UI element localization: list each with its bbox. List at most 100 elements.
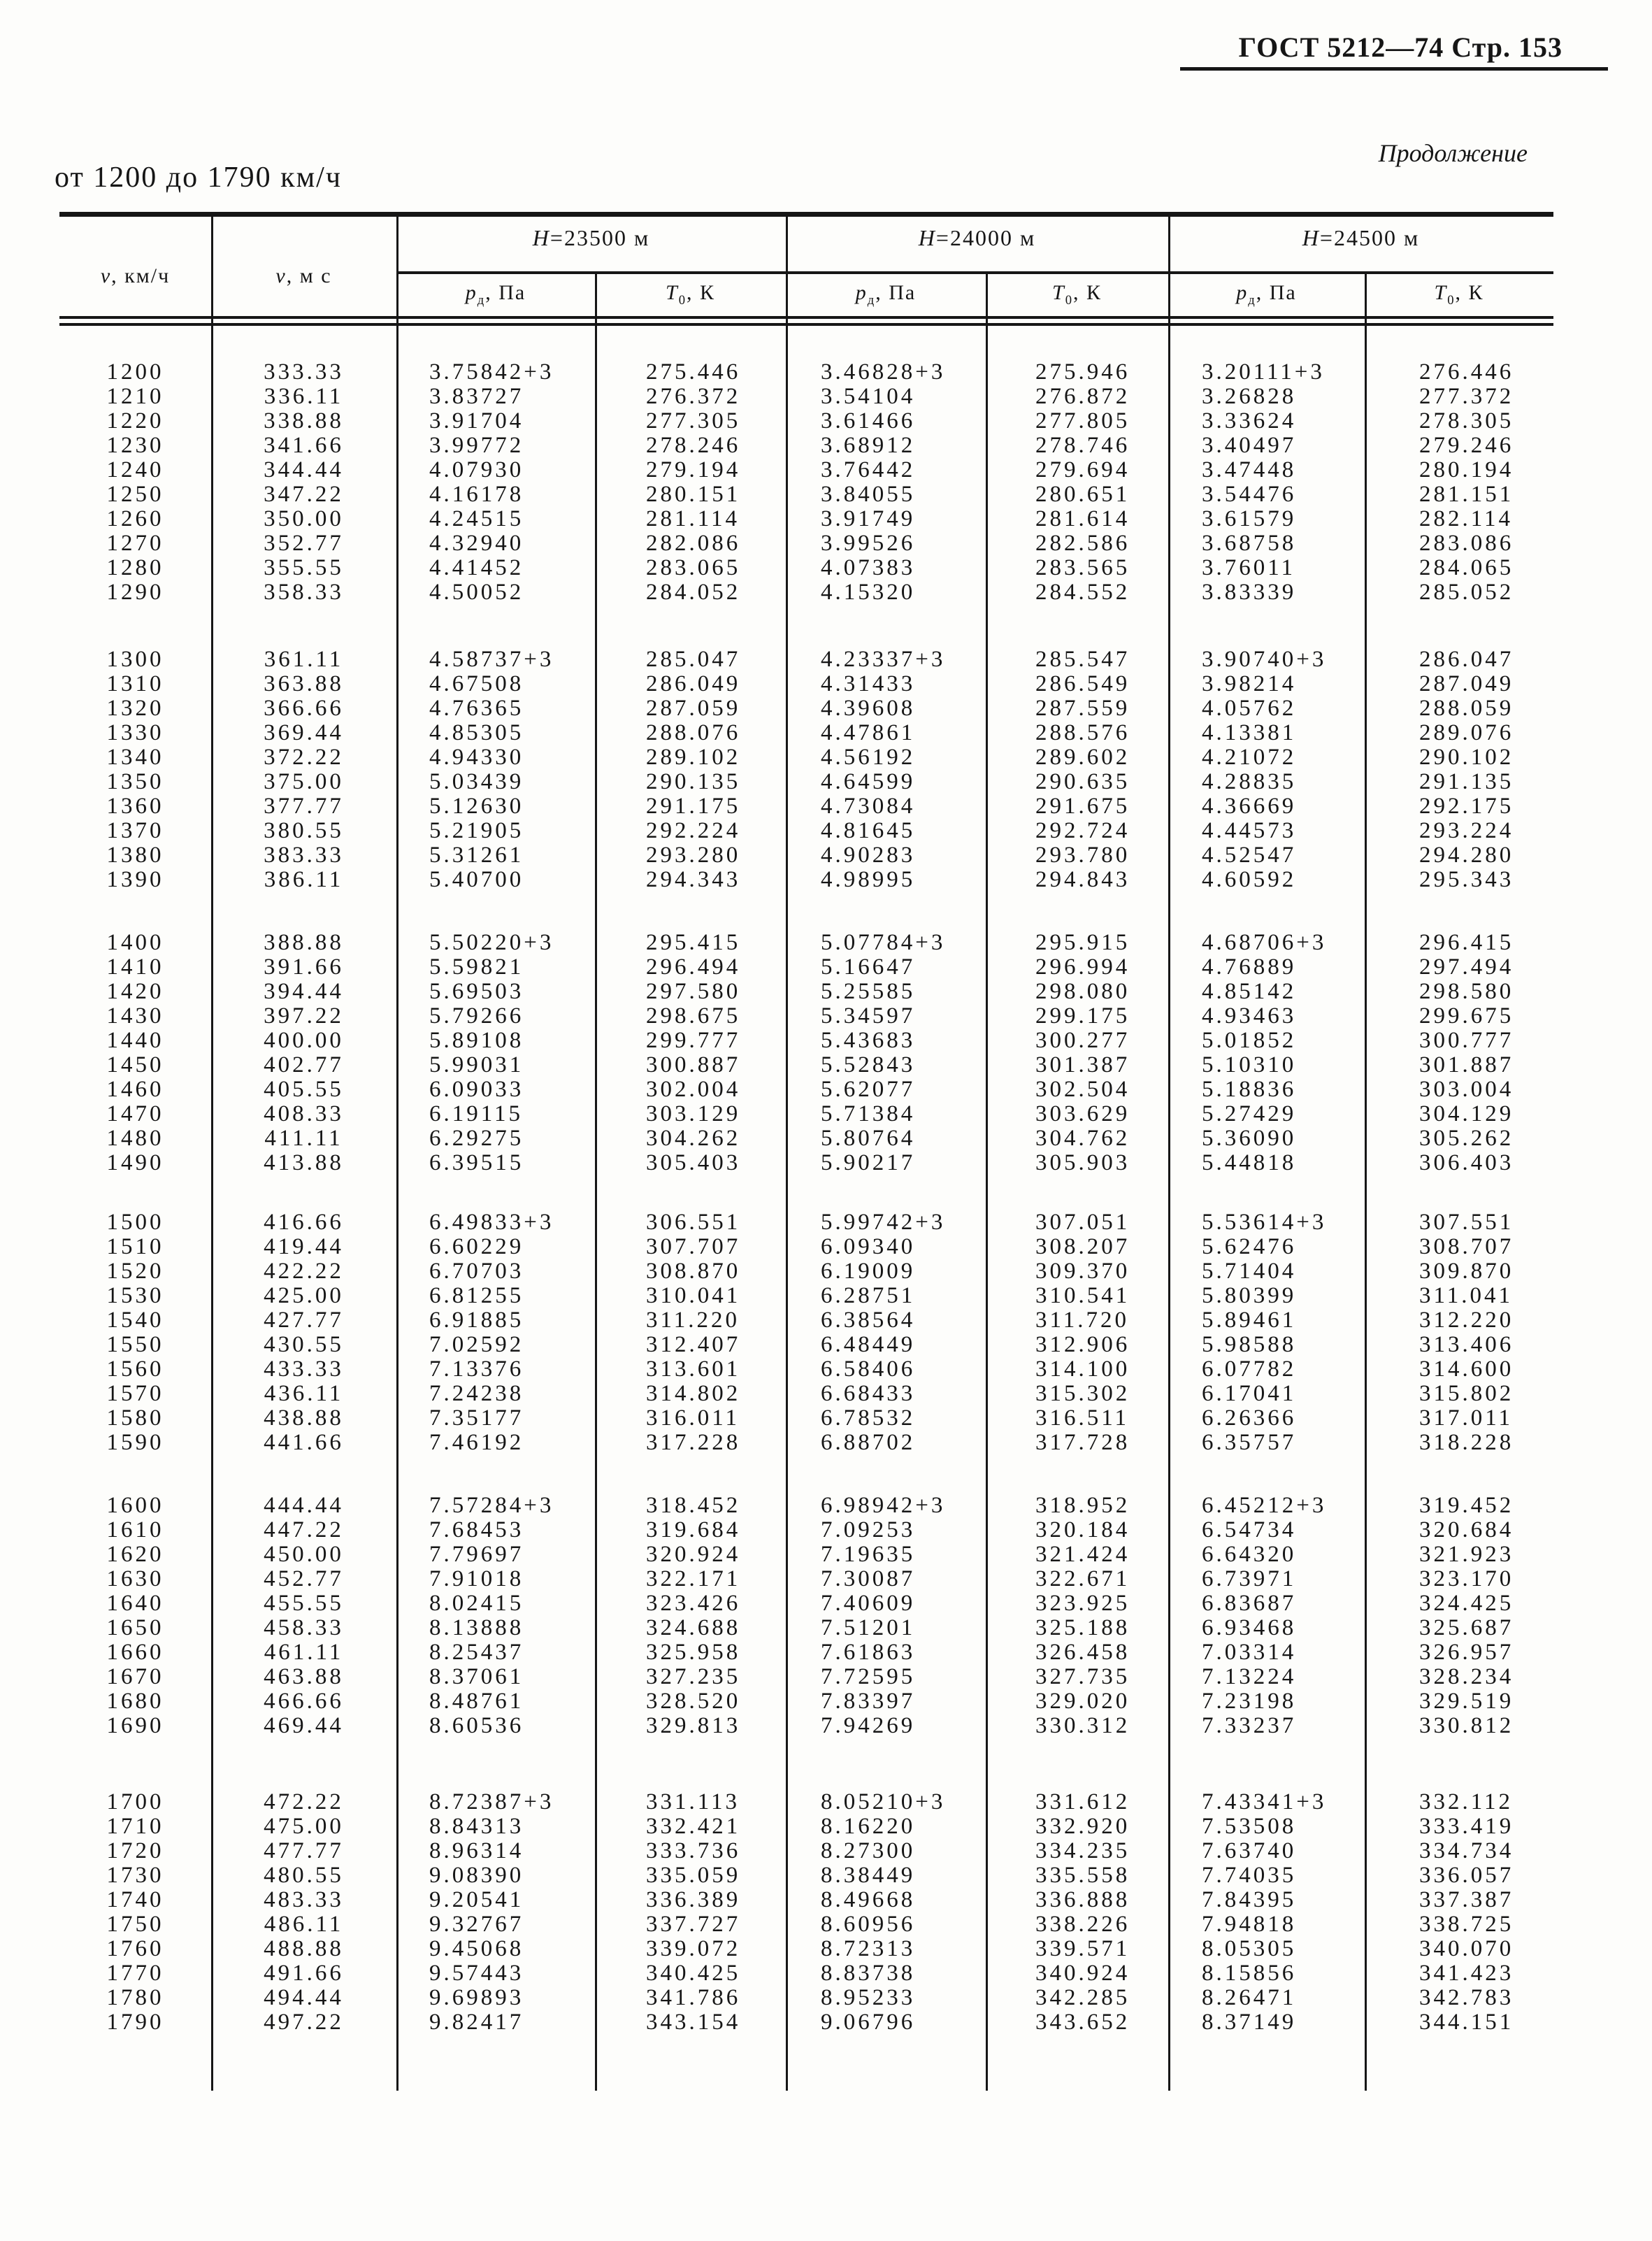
table-cell: 334.734 — [1419, 1838, 1514, 1863]
table-cell: 1390 — [106, 867, 164, 892]
table-cell: 328.234 — [1419, 1664, 1514, 1689]
table-cell: 394.44 — [264, 979, 344, 1004]
table-cell: 4.94330 — [429, 745, 524, 770]
table-cell: 285.052 — [1419, 580, 1514, 605]
table-cell: 3.83339 — [1202, 580, 1297, 605]
table-cell: 1420 — [106, 979, 164, 1004]
table-cell: 1320 — [106, 696, 164, 721]
table-cell: 307.551 — [1419, 1210, 1514, 1235]
table-cell: 290.135 — [646, 769, 741, 794]
column-divider — [1168, 217, 1170, 2091]
table-row: 1320 366.66 4.76365 287.059 4.39608 287.559 4.… — [0, 696, 1652, 721]
table-cell: 411.11 — [264, 1126, 343, 1151]
table-cell: 1530 — [106, 1283, 164, 1308]
table-cell: 295.415 — [646, 930, 741, 955]
table-cell: 293.280 — [646, 843, 741, 868]
table-cell: 1460 — [106, 1077, 164, 1102]
table-cell: 1780 — [106, 1985, 164, 2010]
table-cell: 289.076 — [1419, 720, 1514, 745]
table-cell: 286.047 — [1419, 647, 1514, 672]
table-cell: 4.44573 — [1202, 818, 1297, 843]
table-row: 1570 436.11 7.24238 314.802 6.68433 315.302 6.… — [0, 1382, 1652, 1406]
table-cell: 8.16220 — [821, 1814, 916, 1839]
table-cell: 336.389 — [646, 1887, 741, 1912]
table-cell: 342.285 — [1035, 1985, 1130, 2010]
table-row: 1460 405.55 6.09033 302.004 5.62077 302.504 5.… — [0, 1077, 1652, 1102]
table-cell: 318.952 — [1035, 1493, 1130, 1518]
table-row: 1410 391.66 5.59821 296.494 5.16647 296.994 4.… — [0, 955, 1652, 980]
table-cell: 298.080 — [1035, 979, 1130, 1004]
table-cell: 5.53614+3 — [1202, 1210, 1327, 1235]
table-cell: 1790 — [106, 2010, 164, 2035]
table-cell: 6.70703 — [429, 1259, 524, 1284]
table-cell: 340.070 — [1419, 1936, 1514, 1961]
table-cell: 1580 — [106, 1405, 164, 1431]
table-cell: 311.720 — [1035, 1308, 1130, 1333]
table-cell: 312.906 — [1035, 1332, 1130, 1357]
table-cell: 7.19635 — [821, 1542, 916, 1567]
table-row: 1600 444.44 7.57284+3 318.452 6.98942+3 318.9… — [0, 1494, 1652, 1518]
table-cell: 9.06796 — [821, 2010, 916, 2035]
table-cell: 1430 — [106, 1003, 164, 1029]
table-cell: 283.565 — [1035, 555, 1130, 580]
table-cell: 299.175 — [1035, 1003, 1130, 1029]
table-cell: 288.076 — [646, 720, 741, 745]
table-cell: 6.93468 — [1202, 1615, 1297, 1640]
table-cell: 335.059 — [646, 1863, 741, 1888]
table-cell: 332.112 — [1419, 1789, 1514, 1814]
table-cell: 1550 — [106, 1332, 164, 1357]
table-cell: 4.76365 — [429, 696, 524, 721]
table-cell: 317.228 — [646, 1430, 741, 1455]
table-cell: 408.33 — [264, 1101, 344, 1126]
table-cell: 7.51201 — [821, 1615, 916, 1640]
table-cell: 347.22 — [264, 482, 344, 507]
table-cell: 281.151 — [1419, 482, 1514, 507]
table-cell: 386.11 — [264, 867, 344, 892]
table-cell: 430.55 — [264, 1332, 344, 1357]
table-cell: 369.44 — [264, 720, 344, 745]
table-cell: 5.44818 — [1202, 1150, 1297, 1175]
table-cell: 291.135 — [1419, 769, 1514, 794]
table-row: 1480 411.11 6.29275 304.262 5.80764 304.762 5.… — [0, 1126, 1652, 1151]
table-cell: 3.26828 — [1202, 384, 1297, 409]
table-cell: 1560 — [106, 1356, 164, 1382]
table-cell: 275.946 — [1035, 359, 1130, 385]
table-cell: 6.68433 — [821, 1381, 916, 1406]
table-cell: 483.33 — [264, 1887, 344, 1912]
table-cell: 276.372 — [646, 384, 741, 409]
table-cell: 491.66 — [264, 1961, 344, 1986]
table-cell: 318.452 — [646, 1493, 741, 1518]
table-cell: 425.00 — [264, 1283, 344, 1308]
table-cell: 1510 — [106, 1234, 164, 1259]
col-header-t-3: T0, К — [1434, 281, 1484, 308]
table-cell: 1610 — [106, 1517, 164, 1542]
table-cell: 303.129 — [646, 1101, 741, 1126]
table-cell: 295.343 — [1419, 867, 1514, 892]
table-cell: 455.55 — [264, 1591, 344, 1616]
table-cell: 6.28751 — [821, 1283, 916, 1308]
table-cell: 341.786 — [646, 1985, 741, 2010]
table-cell: 8.13888 — [429, 1615, 524, 1640]
table-cell: 308.207 — [1035, 1234, 1130, 1259]
table-cell: 5.31261 — [429, 843, 524, 868]
table-cell: 322.671 — [1035, 1566, 1130, 1591]
table-row: 1250 347.22 4.16178 280.151 3.84055 280.651 3.… — [0, 482, 1652, 507]
table-row: 1520 422.22 6.70703 308.870 6.19009 309.370 5.… — [0, 1259, 1652, 1284]
table-cell: 363.88 — [264, 671, 344, 696]
table-cell: 4.56192 — [821, 745, 916, 770]
table-cell: 317.011 — [1419, 1405, 1514, 1431]
table-cell: 4.60592 — [1202, 867, 1297, 892]
table-cell: 5.99031 — [429, 1052, 524, 1077]
table-cell: 1490 — [106, 1150, 164, 1175]
table-row: 1780 494.44 9.69893 341.786 8.95233 342.285 8.… — [0, 1986, 1652, 2010]
table-cell: 329.020 — [1035, 1689, 1130, 1714]
table-cell: 397.22 — [264, 1003, 344, 1029]
table-cell: 5.34597 — [821, 1003, 916, 1029]
table-cell: 338.88 — [264, 408, 344, 434]
table-cell: 315.302 — [1035, 1381, 1130, 1406]
table-cell: 280.194 — [1419, 457, 1514, 482]
table-cell: 7.33237 — [1202, 1713, 1297, 1738]
table-cell: 292.175 — [1419, 794, 1514, 819]
table-cell: 6.26366 — [1202, 1405, 1297, 1431]
table-cell: 281.114 — [646, 506, 740, 531]
